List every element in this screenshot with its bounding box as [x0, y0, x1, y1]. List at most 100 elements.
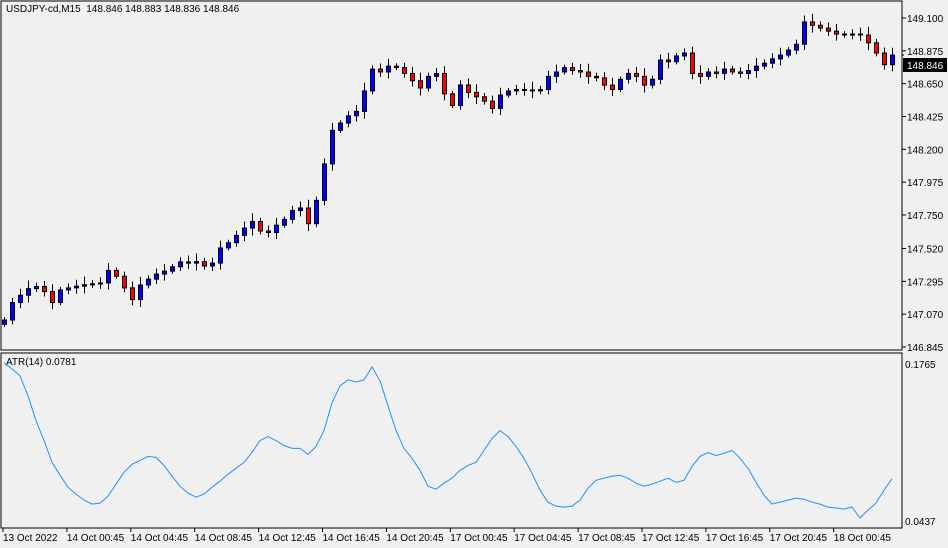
- time-tick-label: 14 Oct 12:45: [259, 533, 317, 544]
- candle-body: [642, 75, 647, 86]
- candle-body: [42, 285, 47, 293]
- candle-body: [650, 78, 655, 86]
- candle: [794, 39, 799, 55]
- candle: [138, 276, 143, 307]
- candle-body: [698, 72, 703, 77]
- candle: [490, 95, 495, 114]
- candle: [578, 64, 583, 78]
- candle: [58, 287, 63, 306]
- axes: 149.100 148.875 148.650 148.425 148.200 147.9…: [2, 14, 947, 544]
- candle-body: [474, 91, 479, 98]
- candle-body: [290, 210, 295, 220]
- candle-body: [74, 285, 79, 289]
- candle: [594, 72, 599, 82]
- candle-body: [66, 287, 71, 291]
- price-pane[interactable]: [0, 0, 903, 351]
- candle-body: [458, 84, 463, 107]
- price-tick-label: 149.100: [907, 14, 944, 25]
- candle-body: [538, 88, 543, 92]
- candle: [714, 66, 719, 79]
- candle-body: [658, 59, 663, 80]
- candle: [850, 29, 855, 40]
- candle-body: [282, 218, 287, 226]
- candle: [698, 65, 703, 84]
- candle: [842, 31, 847, 38]
- candle: [218, 240, 223, 270]
- candle: [274, 217, 279, 240]
- candle: [450, 90, 455, 109]
- candle: [386, 58, 391, 79]
- candle-body: [874, 42, 879, 54]
- candle-body: [178, 261, 183, 268]
- candle: [682, 48, 687, 61]
- candle-body: [674, 55, 679, 63]
- candle-body: [722, 68, 727, 74]
- candle: [626, 68, 631, 84]
- candle: [306, 199, 311, 232]
- atr-tick-label: 0.1765: [905, 360, 936, 371]
- candle-body: [402, 67, 407, 74]
- candle-body: [194, 261, 199, 264]
- candle: [634, 67, 639, 83]
- candle-body: [434, 72, 439, 77]
- candle: [258, 217, 263, 235]
- candle: [458, 80, 463, 110]
- candle-body: [762, 62, 767, 67]
- candle-body: [858, 33, 863, 36]
- candle-body: [26, 288, 31, 296]
- candle-body: [826, 27, 831, 32]
- candle: [330, 123, 335, 171]
- candle-body: [506, 90, 511, 96]
- candle: [650, 75, 655, 89]
- time-tick-label: 14 Oct 08:45: [195, 533, 253, 544]
- candle: [202, 257, 207, 270]
- candle-body: [834, 30, 839, 35]
- price-tick-label: 148.875: [907, 47, 944, 58]
- candle: [642, 68, 647, 93]
- candle: [866, 26, 871, 51]
- candle-body: [338, 122, 343, 131]
- candle-body: [810, 21, 815, 26]
- candle-body: [514, 88, 519, 92]
- candle: [738, 67, 743, 78]
- candle: [298, 201, 303, 217]
- candle: [514, 84, 519, 96]
- candle-body: [250, 221, 255, 229]
- candle-body: [2, 319, 7, 325]
- atr-pane-border: [0, 352, 903, 529]
- candle: [554, 64, 559, 83]
- candle: [810, 13, 815, 33]
- time-tick-label: 14 Oct 04:45: [131, 533, 189, 544]
- candle-body: [90, 283, 95, 286]
- candle: [402, 62, 407, 78]
- candle: [154, 268, 159, 285]
- candle: [442, 66, 447, 101]
- candle-body: [842, 33, 847, 36]
- candle: [26, 280, 31, 303]
- candle: [226, 239, 231, 251]
- candle-body: [82, 284, 87, 287]
- candle-body: [242, 227, 247, 236]
- price-tick-label: 147.975: [907, 178, 944, 189]
- candle: [562, 64, 567, 75]
- candle-body: [738, 71, 743, 74]
- candle: [410, 67, 415, 87]
- candle: [586, 63, 591, 84]
- candle-body: [378, 68, 383, 73]
- candle: [250, 213, 255, 236]
- price-tick-label: 146.845: [907, 343, 944, 354]
- candle: [290, 205, 295, 224]
- price-tick-label: 148.650: [907, 80, 944, 91]
- candle-body: [730, 68, 735, 73]
- candle: [234, 230, 239, 247]
- atr-pane[interactable]: [0, 352, 903, 529]
- candle: [770, 53, 775, 69]
- candle: [314, 196, 319, 228]
- chart-title: USDJPY-cd,M15 148.846 148.883 148.836 14…: [6, 4, 239, 15]
- price-tick-label: 148.425: [907, 112, 944, 123]
- candle-body: [370, 68, 375, 92]
- candle: [114, 267, 119, 279]
- time-tick-label: 17 Oct 08:45: [578, 533, 636, 544]
- candle: [42, 280, 47, 297]
